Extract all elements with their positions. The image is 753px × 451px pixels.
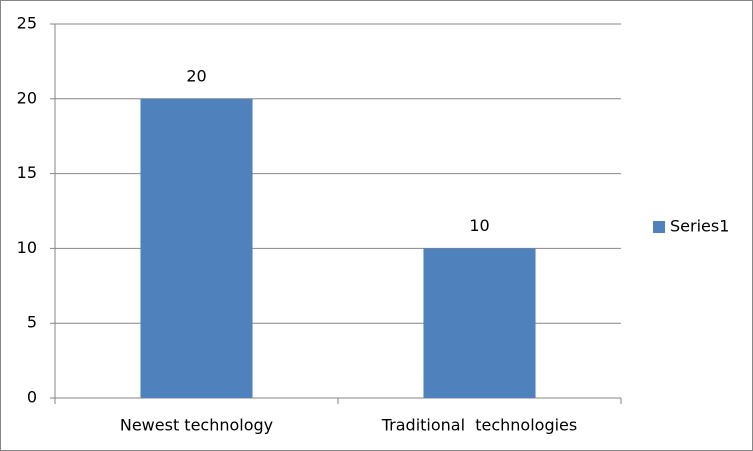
y-tick-label: 25	[17, 14, 37, 33]
y-tick-label: 5	[27, 313, 37, 332]
legend-label: Series1	[670, 217, 729, 236]
data-label: 20	[186, 66, 206, 85]
x-tick-label: Newest technology	[120, 416, 273, 435]
x-tick-label: Traditional technologies	[381, 416, 577, 435]
bar	[140, 98, 253, 399]
bar	[423, 248, 536, 398]
data-label: 10	[469, 216, 489, 235]
legend-swatch	[653, 221, 665, 233]
y-tick-label: 10	[17, 238, 37, 257]
y-tick-label: 0	[27, 388, 37, 407]
y-tick-label: 20	[17, 88, 37, 107]
y-tick-label: 15	[17, 163, 37, 182]
